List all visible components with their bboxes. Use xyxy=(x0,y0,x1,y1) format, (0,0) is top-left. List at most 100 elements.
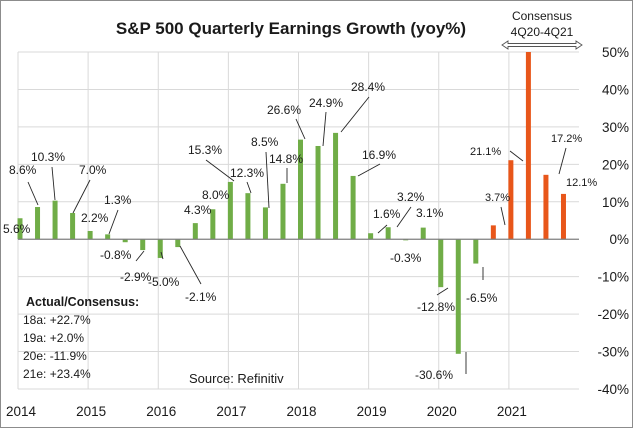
data-label: 14.8% xyxy=(269,152,303,166)
actual-bar xyxy=(333,132,339,240)
data-label: 21.1% xyxy=(470,146,501,158)
consensus-title: Consensus xyxy=(512,9,572,23)
data-label: 8.6% xyxy=(9,163,37,177)
leader-line xyxy=(396,206,412,228)
double-arrow-icon xyxy=(501,40,583,50)
consensus-annotation: Consensus 4Q20-4Q21 xyxy=(501,9,583,50)
actual-bar xyxy=(87,230,93,240)
leader-line xyxy=(357,163,381,177)
leader-line xyxy=(160,251,164,260)
actual-bar xyxy=(157,239,163,258)
data-label: -0.3% xyxy=(390,251,422,265)
actual-bar xyxy=(455,239,461,354)
x-tick-label: 2016 xyxy=(146,404,176,419)
data-label: -5.0% xyxy=(148,275,180,289)
leader-line xyxy=(72,179,91,214)
leader-line xyxy=(205,159,235,182)
x-tick-label: 2020 xyxy=(427,404,457,419)
x-tick-label: 2019 xyxy=(357,404,387,419)
leader-line xyxy=(135,250,145,262)
consensus-bar xyxy=(490,225,496,240)
actual-bar xyxy=(122,239,128,243)
consensus-range: 4Q20-4Q21 xyxy=(511,25,574,39)
y-tick-label: -10% xyxy=(597,270,629,285)
bars xyxy=(17,52,566,354)
leader-line xyxy=(265,151,270,209)
y-tick-label: 20% xyxy=(602,157,629,172)
data-label: -30.6% xyxy=(415,368,453,382)
x-tick-label: 2018 xyxy=(286,404,316,419)
data-label: 28.4% xyxy=(351,80,385,94)
leader-line xyxy=(108,209,119,235)
actual-bar xyxy=(245,193,251,240)
data-label: -6.5% xyxy=(466,291,498,305)
data-label: 10.3% xyxy=(31,150,65,164)
summary-title: Actual/Consensus: xyxy=(26,295,139,309)
data-label: 7.0% xyxy=(79,163,107,177)
y-tick-label: 10% xyxy=(602,195,629,210)
data-label: -2.1% xyxy=(185,290,217,304)
actual-bar xyxy=(438,239,444,288)
data-label: -12.8% xyxy=(417,300,455,314)
leader-line xyxy=(340,96,370,133)
actual-bar xyxy=(298,139,303,240)
actual-bar xyxy=(262,207,268,240)
data-label: 3.7% xyxy=(485,192,510,204)
data-label: 15.3% xyxy=(188,143,222,157)
source-note: Source: Refinitiv xyxy=(189,371,284,386)
actual-bar xyxy=(368,233,374,240)
leader-line xyxy=(558,147,567,175)
x-axis-ticks: 2014 2015 2016 2017 2018 2019 2020 2021 xyxy=(6,404,527,419)
consensus-bar xyxy=(508,160,514,240)
x-tick-label: 2021 xyxy=(497,404,527,419)
data-label: -0.8% xyxy=(100,248,132,262)
data-label: 1.6% xyxy=(373,207,401,221)
leader-line xyxy=(500,206,506,226)
y-tick-label: 30% xyxy=(602,120,629,135)
leader-line xyxy=(51,166,56,201)
y-tick-label: -40% xyxy=(597,382,629,397)
data-label: -2.9% xyxy=(120,270,152,284)
y-tick-label: -30% xyxy=(597,345,629,360)
x-tick-label: 2017 xyxy=(216,404,246,419)
data-label: 8.0% xyxy=(202,188,230,202)
actual-bar xyxy=(473,239,479,264)
actual-bar xyxy=(385,227,391,240)
y-tick-label: 40% xyxy=(602,82,629,97)
consensus-bar xyxy=(560,193,566,240)
chart-title: S&P 500 Quarterly Earnings Growth (yoy%) xyxy=(116,19,466,38)
summary-annotation: Actual/Consensus: 18a: +22.7% 19a: +2.0%… xyxy=(23,295,284,386)
leader-line xyxy=(436,287,449,296)
actual-bar xyxy=(140,239,146,251)
data-label: 4.3% xyxy=(184,203,212,217)
summary-line-21e: 21e: +23.4% xyxy=(23,367,91,381)
data-label: 3.1% xyxy=(416,206,444,220)
leader-line xyxy=(246,181,252,194)
y-tick-label: 0% xyxy=(609,232,629,247)
actual-bar xyxy=(175,239,181,248)
data-label: 12.3% xyxy=(230,166,264,180)
leader-line xyxy=(27,181,39,206)
leader-line xyxy=(509,150,524,162)
actual-bar xyxy=(17,218,23,240)
consensus-bar xyxy=(543,174,549,240)
leader-line xyxy=(377,224,388,234)
data-label: 16.9% xyxy=(362,148,396,162)
x-tick-label: 2015 xyxy=(76,404,106,419)
summary-line-19a: 19a: +2.0% xyxy=(23,331,84,345)
data-label: 5.6% xyxy=(3,222,31,236)
actual-bar xyxy=(350,175,356,240)
actual-bar xyxy=(315,145,321,240)
summary-line-20e: 20e: -11.9% xyxy=(23,349,87,363)
consensus-bar xyxy=(525,52,531,240)
data-label: 2.2% xyxy=(81,211,109,225)
data-label: 26.6% xyxy=(267,103,301,117)
y-tick-label: -20% xyxy=(597,307,629,322)
leader-line xyxy=(322,111,327,147)
data-label: 24.9% xyxy=(309,96,343,110)
x-tick-label: 2014 xyxy=(6,404,37,419)
actual-bar xyxy=(52,200,58,240)
actual-bar xyxy=(105,234,111,240)
